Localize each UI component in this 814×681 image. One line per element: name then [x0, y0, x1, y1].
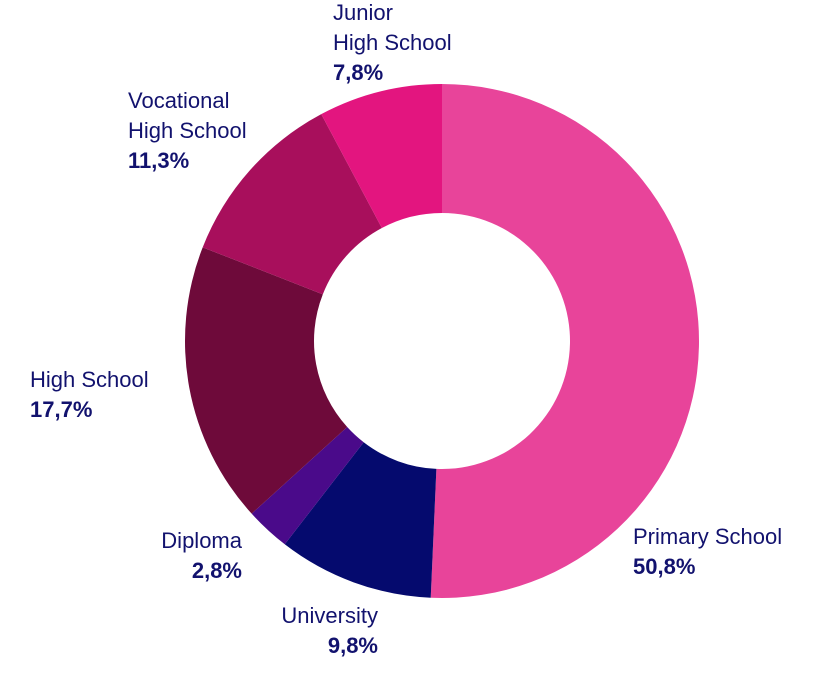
slice-value-label: 17,7%	[30, 397, 92, 422]
slice-label: High School	[30, 367, 149, 392]
donut-slice	[430, 84, 699, 598]
donut-slice	[184, 247, 348, 514]
donut-slice	[202, 114, 382, 295]
slice-value-label: 2,8%	[192, 558, 242, 583]
slice-label: Vocational High School	[128, 88, 247, 143]
slice-label: University	[281, 603, 378, 628]
slice-value-label: 50,8%	[633, 554, 695, 579]
donut-slice	[321, 84, 442, 229]
donut-slice	[284, 442, 437, 598]
slice-label: Diploma	[161, 528, 242, 553]
slice-label: Primary School	[633, 524, 782, 549]
slice-value-label: 9,8%	[328, 633, 378, 658]
slice-value-label: 7,8%	[333, 60, 383, 85]
slice-value-label: 11,3%	[128, 148, 189, 173]
donut-slice	[251, 427, 364, 545]
slice-label: Junior High School	[333, 0, 452, 55]
